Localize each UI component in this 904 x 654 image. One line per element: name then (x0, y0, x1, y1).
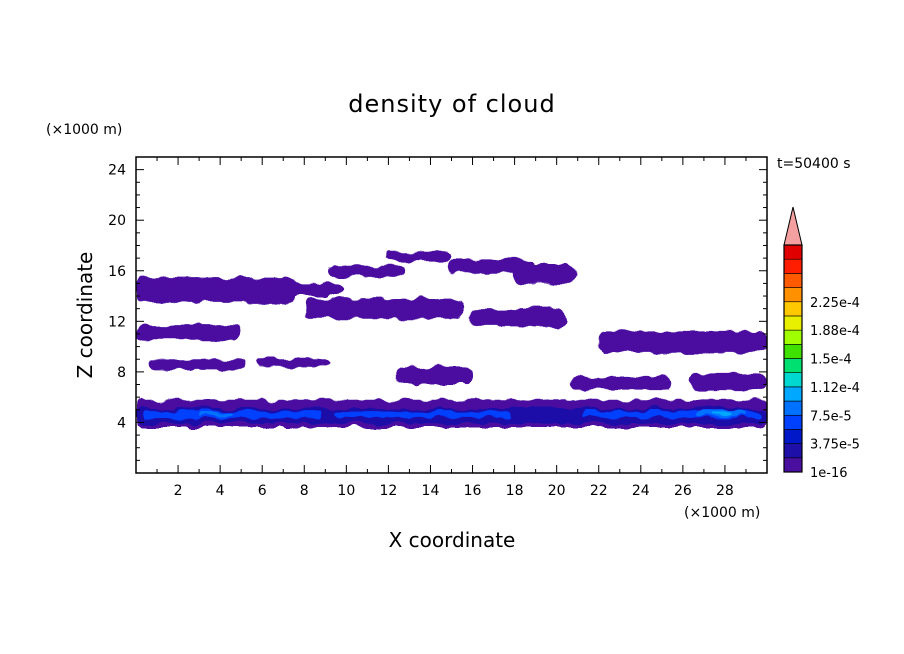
cloud-region-8 (384, 251, 452, 261)
colorbar: 1e-16 3.75e-5 7.5e-5 1.12e-4 1.5e-4 1.88e-4 2.… (783, 206, 860, 481)
colorbar-label: 2.25e-4 (810, 296, 860, 311)
y-tick-label: 16 (108, 264, 126, 280)
cloud-region-2 (136, 283, 343, 297)
y-axis-ticks: 4 8 12 16 20 24 (108, 163, 767, 461)
colorbar-swatch (783, 273, 803, 288)
x-tick-label: 12 (379, 483, 397, 499)
cloud-region-11 (257, 359, 330, 367)
cloud-region-18 (333, 411, 511, 418)
chart-title: density of cloud (348, 90, 555, 118)
colorbar-swatch (783, 443, 803, 459)
y-tick-label: 12 (108, 314, 126, 330)
colorbar-swatch (783, 457, 803, 473)
colorbar-swatch (783, 400, 803, 416)
time-label: t=50400 s (777, 156, 851, 172)
colorbar-swatch (783, 287, 803, 303)
colorbar-swatch (783, 301, 803, 317)
cloud-region-5 (329, 265, 406, 276)
cloud-region-14 (468, 308, 566, 327)
x-tick-label: 18 (506, 483, 524, 499)
cloud-region-13 (569, 376, 671, 390)
x-tick-label: 20 (548, 483, 566, 499)
x-tick-label: 6 (258, 483, 267, 499)
colorbar-swatch (783, 358, 803, 373)
cloud-region-12 (396, 366, 473, 385)
colorbar-swatch (783, 372, 803, 388)
cloud-region-15 (691, 374, 767, 390)
x-tick-label: 8 (300, 483, 309, 499)
colorbar-swatch (783, 315, 803, 331)
x-tick-label: 24 (632, 483, 650, 499)
cloud-region-17 (144, 411, 322, 419)
x-axis-label: X coordinate (389, 528, 516, 552)
y-tick-label: 8 (117, 365, 126, 381)
colorbar-label: 1.12e-4 (810, 381, 860, 396)
x-tick-label: 28 (716, 483, 734, 499)
y-unit-label: (×1000 m) (46, 122, 122, 138)
y-tick-label: 24 (108, 163, 126, 179)
colorbar-overflow-arrow (783, 206, 803, 246)
cloud-region-4 (304, 298, 465, 319)
x-tick-label: 10 (337, 483, 355, 499)
x-tick-label: 4 (216, 483, 225, 499)
x-tick-label: 14 (422, 483, 440, 499)
colorbar-label: 7.5e-5 (810, 409, 852, 424)
y-tick-label: 4 (117, 415, 126, 431)
cloud-region-9 (598, 331, 767, 353)
x-tick-label: 26 (674, 483, 692, 499)
colorbar-swatch (783, 344, 803, 359)
x-unit-label: (×1000 m) (684, 505, 760, 521)
colorbar-swatch (783, 386, 803, 402)
x-tick-label: 2 (174, 483, 183, 499)
cloud-region-10 (148, 359, 246, 370)
colorbar-swatch (783, 258, 803, 274)
cloud-region-22 (712, 412, 734, 415)
x-tick-label: 22 (590, 483, 608, 499)
cloud-region-3 (136, 325, 242, 341)
cloud-region-7 (510, 264, 578, 284)
colorbar-label: 1.88e-4 (810, 324, 860, 339)
cloud-regions (136, 251, 767, 428)
colorbar-swatch (783, 414, 803, 430)
colorbar-label: 1e-16 (810, 466, 848, 481)
x-tick-label: 16 (464, 483, 482, 499)
x-axis-ticks: 2 4 6 8 10 12 14 16 18 20 22 24 26 28 (156, 157, 747, 499)
cloud-region-20 (199, 412, 233, 417)
colorbar-frame (783, 244, 803, 473)
colorbar-swatch (783, 329, 803, 345)
y-tick-label: 20 (108, 213, 126, 229)
colorbar-label: 1.5e-4 (810, 353, 852, 368)
colorbar-label: 3.75e-5 (810, 438, 860, 453)
colorbar-swatch (783, 244, 803, 260)
colorbar-swatch (783, 429, 803, 444)
y-axis-label: Z coordinate (73, 252, 97, 379)
